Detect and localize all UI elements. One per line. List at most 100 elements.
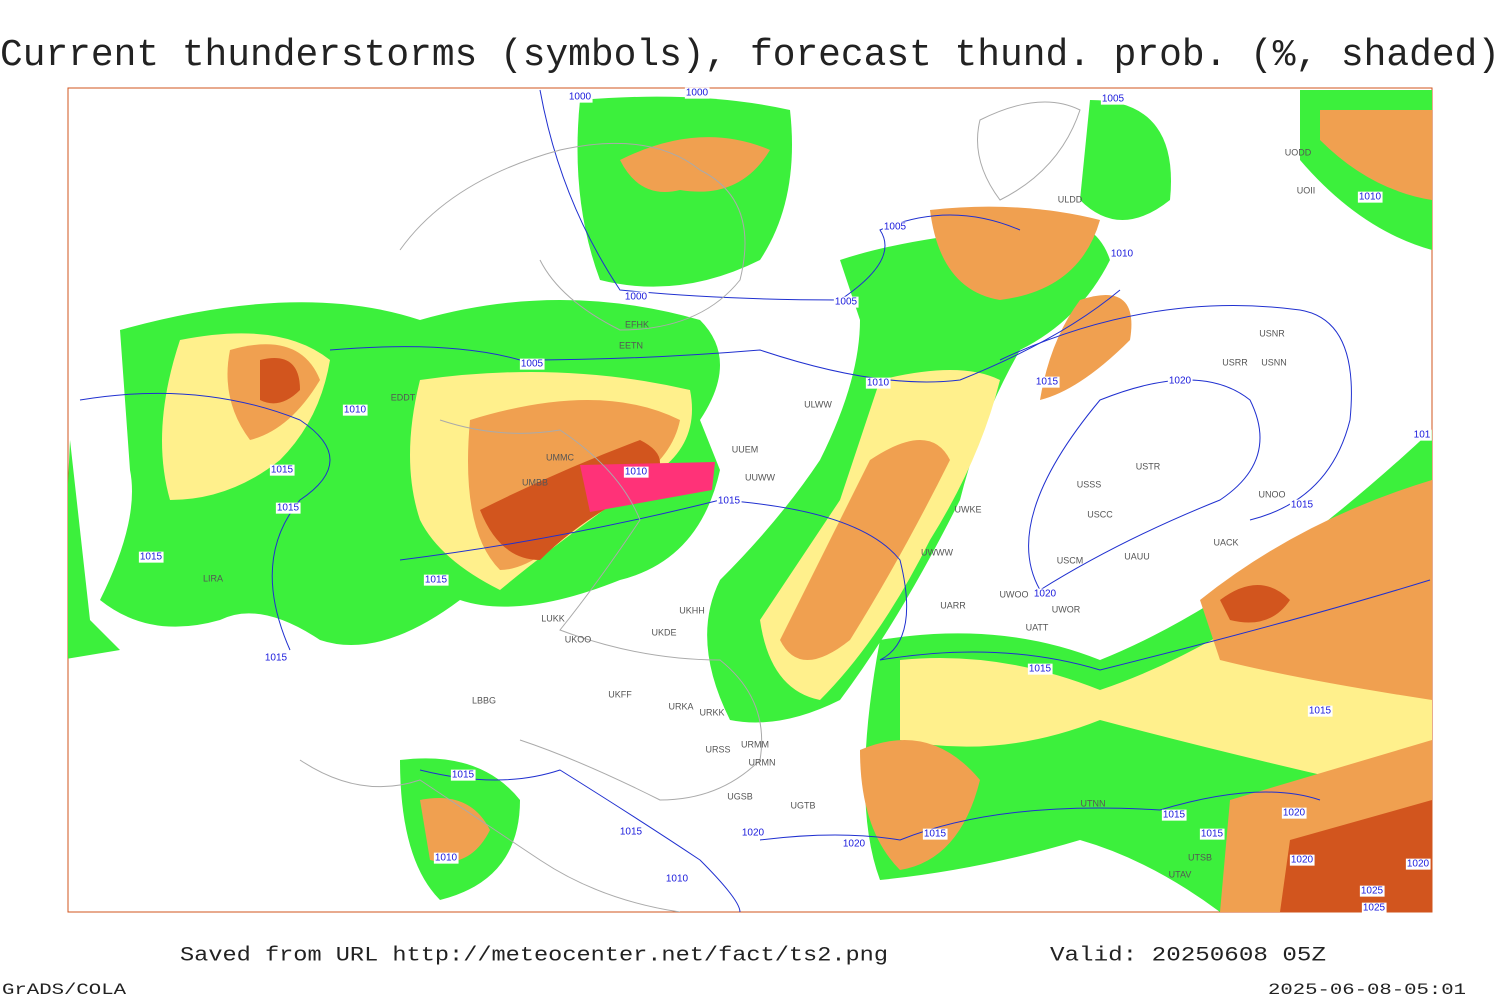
isobar-label: 1015: [1201, 829, 1224, 840]
station-label: UKFF: [608, 689, 632, 699]
label-bg: [433, 852, 459, 864]
coastlines-borders: [299, 101, 1081, 912]
shade-area: [68, 440, 120, 659]
label-bg: [1199, 828, 1225, 840]
station-label: UODD: [1285, 147, 1312, 157]
shade-area: [1280, 800, 1432, 912]
station-label: URSS: [705, 744, 730, 754]
isobar-label: 1020: [1291, 855, 1314, 866]
isobar-label: 1015: [277, 503, 300, 514]
isobar-label: 1025: [1361, 886, 1384, 897]
station-label: USNN: [1261, 357, 1287, 367]
label-bg: [567, 91, 593, 103]
label-bg: [275, 502, 301, 514]
label-bg: [1100, 93, 1126, 105]
station-label: UKHH: [679, 605, 705, 615]
label-bg: [1167, 375, 1193, 387]
shade-area: [577, 96, 792, 287]
coastline: [439, 419, 763, 801]
label-bg: [1405, 858, 1431, 870]
station-label: UGSB: [727, 791, 753, 801]
valid-time: Valid: 20250608 05Z: [1050, 944, 1326, 967]
shade-area: [930, 206, 1100, 300]
station-label: ULWW: [804, 399, 832, 409]
isobar-label: 1000: [569, 92, 592, 103]
isobar: [999, 305, 1352, 521]
station-label: UTSB: [1188, 852, 1212, 862]
isobar-label: 1010: [1111, 249, 1134, 260]
label-bg: [519, 358, 545, 370]
label-bg: [1289, 854, 1315, 866]
station-label: EFHK: [625, 319, 649, 329]
isobar-label: 1015: [1291, 500, 1314, 511]
isobar-label: 1005: [884, 222, 907, 233]
station-label: UUWW: [745, 472, 775, 482]
label-bg: [1359, 885, 1385, 897]
station-label: UWKE: [955, 504, 982, 514]
isobars: [79, 89, 1431, 912]
isobar-label: 1015: [924, 829, 947, 840]
isobar: [79, 392, 331, 651]
label-bg: [1361, 902, 1387, 914]
coastline: [977, 101, 1081, 201]
label-bg: [833, 296, 859, 308]
station-label: UOII: [1297, 185, 1316, 195]
station-label: EDDT: [391, 392, 416, 402]
isobar-label: 1005: [835, 297, 858, 308]
isobar-label: 1015: [1029, 664, 1052, 675]
isobar: [399, 499, 1431, 671]
shade-area: [900, 480, 1432, 800]
isobar-label: 1020: [1169, 376, 1192, 387]
station-label: URMN: [749, 757, 776, 767]
label-bg: [1161, 809, 1187, 821]
isobar-label: 1010: [344, 405, 367, 416]
station-label: UTNN: [1081, 798, 1106, 808]
isobar-label: 1015: [265, 653, 288, 664]
software: GrADS/COLA: [2, 981, 127, 999]
station-label: UMBB: [522, 477, 548, 487]
source-url: Saved from URL http://meteocenter.net/fa…: [180, 944, 888, 967]
shade-area: [860, 740, 980, 870]
isobar-label: 1015: [425, 575, 448, 586]
station-label: EETN: [619, 340, 643, 350]
isobar-label: 1005: [1102, 94, 1125, 105]
map: [67, 87, 1433, 913]
isobar-label: 1010: [625, 467, 648, 478]
shade-area: [420, 798, 490, 862]
coastline: [299, 759, 681, 912]
station-label: UWWW: [921, 547, 953, 557]
timestamp: 2025-06-08-05:01: [1268, 981, 1466, 999]
station-label: USCM: [1057, 555, 1084, 565]
station-label: URMM: [741, 739, 769, 749]
title: Current thunderstorms (symbols), forecas…: [0, 34, 1500, 77]
label-bg: [684, 87, 710, 99]
map-labels: ULWW UUEM UUWW USSS USTR USCC UWKE UWWW USCM UAUU…: [138, 87, 1432, 914]
station-label: LBBG: [472, 695, 496, 705]
station-label: ULDD: [1058, 194, 1083, 204]
station-label: USRR: [1222, 357, 1248, 367]
shade-area: [1080, 100, 1171, 220]
label-bg: [450, 769, 476, 781]
label-bg: [865, 377, 891, 389]
isobar-label: 1020: [742, 828, 765, 839]
station-label: UWOR: [1052, 604, 1081, 614]
isobar: [419, 769, 741, 912]
label-bg: [342, 404, 368, 416]
label-bg: [263, 652, 289, 664]
label-bg: [269, 464, 295, 476]
isobar: [329, 289, 1121, 383]
station-label: LUKK: [541, 613, 565, 623]
label-bg: [623, 466, 649, 478]
isobar-label: 1015: [1163, 810, 1186, 821]
station-label: USCC: [1087, 509, 1113, 519]
station-label: UKDE: [651, 627, 676, 637]
label-bg: [922, 828, 948, 840]
label-bg: [138, 551, 164, 563]
isobar-label: 1010: [435, 853, 458, 864]
shade-area: [780, 440, 950, 660]
station-label: USNR: [1259, 328, 1285, 338]
current-storm-area: [580, 462, 715, 512]
label-bg: [1412, 429, 1432, 441]
shade-area: [260, 358, 300, 404]
